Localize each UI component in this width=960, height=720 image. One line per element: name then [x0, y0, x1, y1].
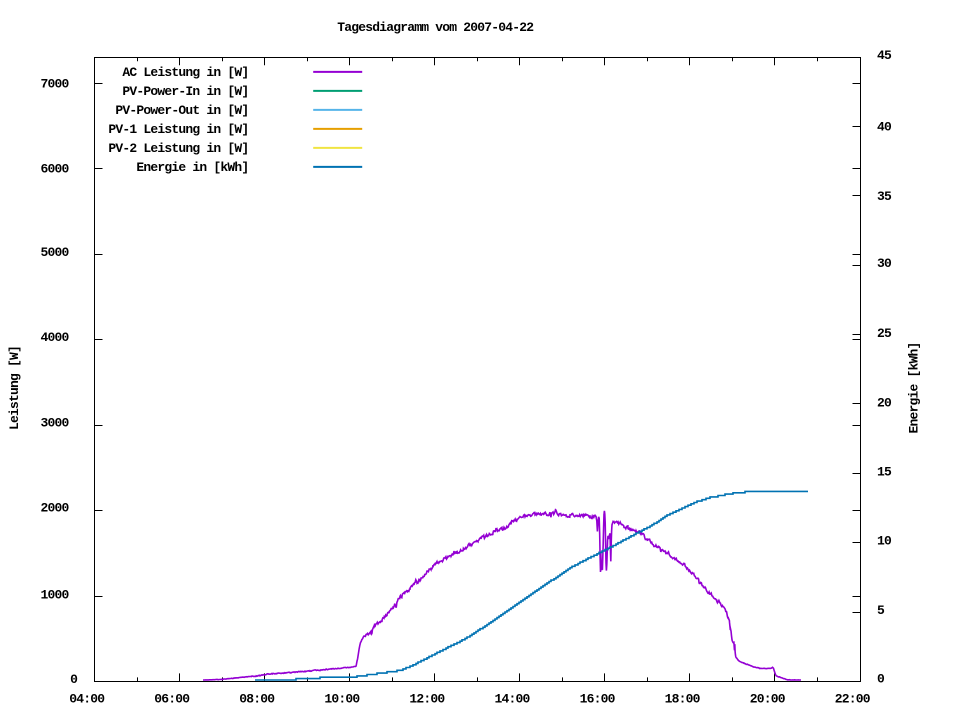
- svg-text:PV-Power-Out in [W]: PV-Power-Out in [W]: [115, 103, 248, 118]
- svg-text:6000: 6000: [40, 162, 69, 177]
- svg-text:40: 40: [877, 120, 892, 135]
- svg-text:14:00: 14:00: [494, 691, 530, 706]
- svg-text:PV-1 Leistung in [W]: PV-1 Leistung in [W]: [108, 122, 248, 137]
- svg-text:3000: 3000: [40, 416, 69, 431]
- svg-text:35: 35: [877, 189, 892, 204]
- svg-text:45: 45: [877, 48, 892, 63]
- svg-text:7000: 7000: [40, 76, 69, 91]
- svg-text:08:00: 08:00: [239, 691, 275, 706]
- svg-text:4000: 4000: [40, 330, 69, 345]
- svg-text:5000: 5000: [40, 245, 69, 260]
- svg-text:20: 20: [877, 395, 892, 410]
- svg-text:10: 10: [877, 534, 892, 549]
- svg-text:Leistung [W]: Leistung [W]: [7, 346, 22, 430]
- svg-text:PV-2 Leistung in [W]: PV-2 Leistung in [W]: [108, 141, 248, 156]
- svg-text:22:00: 22:00: [835, 691, 871, 706]
- svg-text:10:00: 10:00: [324, 691, 360, 706]
- svg-text:20:00: 20:00: [750, 691, 786, 706]
- svg-text:18:00: 18:00: [665, 691, 701, 706]
- svg-text:Energie [kWh]: Energie [kWh]: [907, 342, 922, 433]
- svg-text:25: 25: [877, 326, 892, 341]
- svg-text:Energie in [kWh]: Energie in [kWh]: [136, 160, 248, 175]
- svg-text:30: 30: [877, 256, 892, 271]
- svg-text:Tagesdiagramm vom 2007-04-22: Tagesdiagramm vom 2007-04-22: [337, 20, 534, 35]
- svg-text:5: 5: [877, 603, 885, 618]
- svg-text:12:00: 12:00: [409, 691, 445, 706]
- svg-text:04:00: 04:00: [69, 691, 105, 706]
- svg-text:PV-Power-In in [W]: PV-Power-In in [W]: [122, 84, 248, 99]
- svg-text:1000: 1000: [40, 587, 69, 602]
- svg-text:0: 0: [877, 672, 885, 687]
- svg-text:16:00: 16:00: [580, 691, 616, 706]
- svg-text:06:00: 06:00: [154, 691, 190, 706]
- svg-text:15: 15: [877, 464, 892, 479]
- svg-text:AC Leistung in [W]: AC Leistung in [W]: [122, 65, 248, 80]
- svg-text:0: 0: [70, 672, 78, 687]
- svg-text:2000: 2000: [40, 501, 69, 516]
